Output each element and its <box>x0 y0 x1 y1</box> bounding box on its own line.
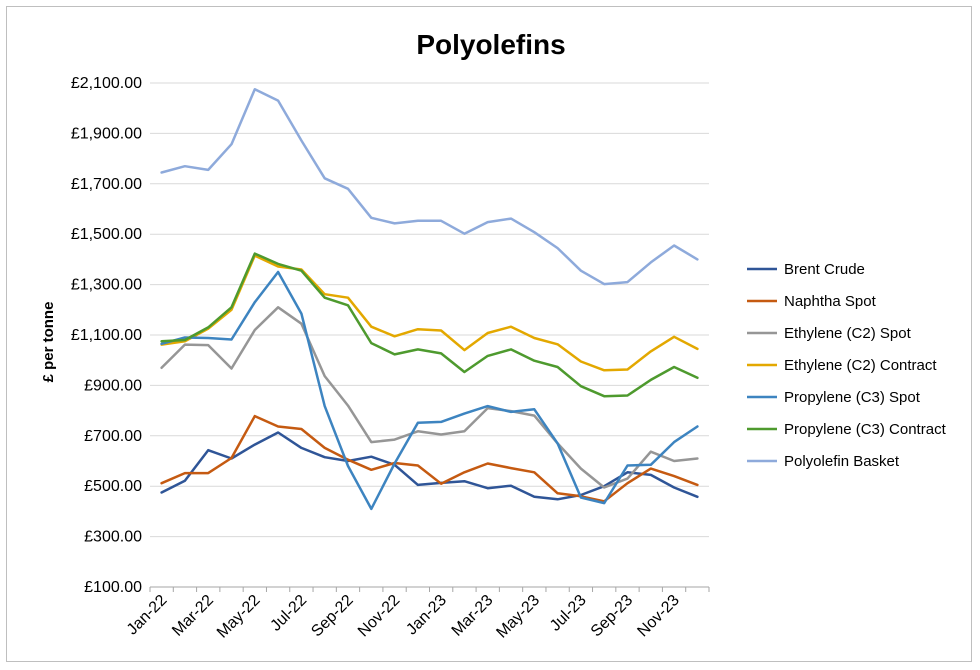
x-tick-label: Jul-22 <box>267 592 310 635</box>
x-tick-label: Jul-23 <box>547 592 590 635</box>
series-lines <box>160 88 699 511</box>
x-tick-label: Nov-23 <box>634 592 683 641</box>
y-tick-label: £1,900.00 <box>71 125 142 142</box>
x-tick-label: Sep-23 <box>588 592 637 641</box>
x-tick-label: Sep-22 <box>308 592 357 641</box>
y-tick-label: £1,300.00 <box>71 277 142 294</box>
x-tick-label: May-22 <box>214 592 264 642</box>
x-tick-label: Jan-22 <box>124 592 171 639</box>
y-tick-label: £2,100.00 <box>71 75 142 92</box>
legend-label: Ethylene (C2) Spot <box>784 325 912 342</box>
y-axis-label: £ per tonne <box>40 302 57 383</box>
legend-entry: Propylene (C3) Spot <box>747 389 921 406</box>
legend-entry: Brent Crude <box>747 261 865 278</box>
chart: Polyolefins £ per tonne £100.00 £300.00 £5… <box>40 29 947 642</box>
legend-entry: Polyolefin Basket <box>747 453 900 470</box>
legend-label: Ethylene (C2) Contract <box>784 357 937 374</box>
legend-entry: Propylene (C3) Contract <box>747 421 947 438</box>
x-tick-label: Nov-22 <box>355 592 404 641</box>
y-tick-label: £1,700.00 <box>71 176 142 193</box>
x-tick-label: May-23 <box>493 592 543 642</box>
legend-entry: Ethylene (C2) Spot <box>747 325 912 342</box>
series-line-2 <box>160 414 699 503</box>
y-tick-label: £700.00 <box>84 428 142 445</box>
y-tick-label: £900.00 <box>84 377 142 394</box>
chart-frame: Polyolefins £ per tonne £100.00 £300.00 £5… <box>6 6 972 662</box>
series-line-3 <box>160 306 699 489</box>
y-tick-label: £100.00 <box>84 579 142 596</box>
series-line-1 <box>160 431 699 501</box>
y-tick-label: £500.00 <box>84 478 142 495</box>
legend-label: Brent Crude <box>784 261 865 278</box>
y-axis-ticks: £100.00 £300.00 £500.00 £700.00 £900.00 £1,10… <box>71 75 142 596</box>
series-line-7 <box>160 88 699 286</box>
legend-label: Propylene (C3) Spot <box>784 389 921 406</box>
legend-entry: Ethylene (C2) Contract <box>747 357 937 374</box>
legend-label: Polyolefin Basket <box>784 453 900 470</box>
series-line-6 <box>160 252 699 398</box>
x-tick-label: Jan-23 <box>403 592 450 639</box>
legend-entry: Naphtha Spot <box>747 293 877 310</box>
legend: Brent Crude Naphtha Spot Ethylene (C2) Spo… <box>747 261 947 470</box>
series-line-5 <box>160 270 699 511</box>
legend-label: Naphtha Spot <box>784 293 877 310</box>
chart-title: Polyolefins <box>416 29 565 60</box>
y-tick-label: £1,100.00 <box>71 327 142 344</box>
y-tick-label: £1,500.00 <box>71 226 142 243</box>
legend-label: Propylene (C3) Contract <box>784 421 947 438</box>
y-tick-label: £300.00 <box>84 529 142 546</box>
x-tick-label: Mar-22 <box>169 592 217 640</box>
x-tick-label: Mar-23 <box>449 592 497 640</box>
